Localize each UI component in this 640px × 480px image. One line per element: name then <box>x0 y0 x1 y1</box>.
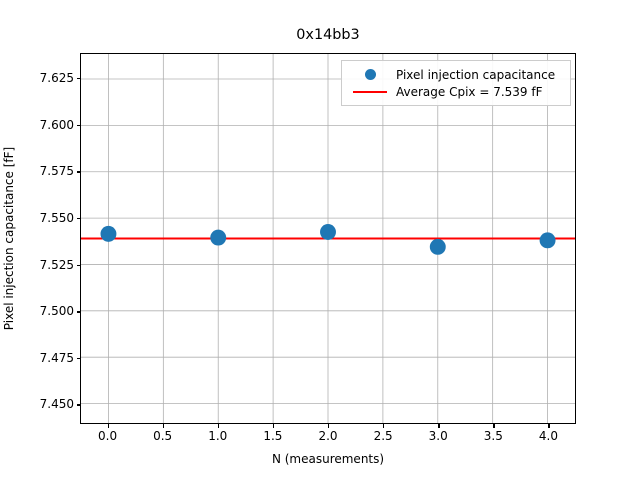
y-axis-label: Pixel injection capacitance [fF] <box>2 146 16 331</box>
x-tick-label: 2.0 <box>318 429 338 443</box>
y-tick-mark <box>76 217 80 220</box>
x-tick-label: 3.5 <box>483 429 503 443</box>
x-tick-label: 1.5 <box>263 429 283 443</box>
legend-item-series: Pixel injection capacitance <box>348 66 564 83</box>
x-tick-mark <box>217 424 220 428</box>
data-point <box>100 225 117 242</box>
y-tick-label: 7.450 <box>39 397 74 412</box>
x-tick-mark <box>438 424 440 428</box>
legend-item-average: Average Cpix = 7.539 fF <box>348 83 564 100</box>
y-tick-label: 7.625 <box>39 71 74 86</box>
data-point <box>429 238 446 255</box>
x-tick-label: 4.0 <box>538 429 558 443</box>
data-layer <box>81 224 575 255</box>
x-tick-mark <box>548 424 550 428</box>
x-tick-mark <box>107 424 109 428</box>
y-tick-mark <box>76 78 80 80</box>
data-point <box>320 224 336 240</box>
x-tick-label: 1.0 <box>208 429 228 443</box>
y-tick-mark <box>76 264 80 266</box>
x-tick-label: 3.0 <box>428 429 448 443</box>
data-point <box>210 229 227 246</box>
x-tick-label: 0.5 <box>153 429 173 443</box>
x-tick-mark <box>493 424 495 428</box>
y-tick-mark <box>76 404 80 406</box>
y-tick-label: 7.600 <box>39 117 74 132</box>
chart-legend: Pixel injection capacitance Average Cpix… <box>341 60 571 106</box>
legend-line-icon <box>348 90 392 93</box>
legend-label-series: Pixel injection capacitance <box>396 67 556 82</box>
x-tick-mark <box>328 424 330 428</box>
x-axis-label: N (measurements) <box>271 452 385 466</box>
x-tick-label: 0.0 <box>98 429 118 443</box>
legend-label-average: Average Cpix = 7.539 fF <box>396 84 543 99</box>
x-tick-mark <box>162 424 164 428</box>
y-tick-label: 7.575 <box>39 164 74 179</box>
y-tick-mark <box>76 124 80 127</box>
y-tick-label: 7.500 <box>39 304 74 319</box>
plot-area <box>80 53 576 424</box>
x-tick-label: 2.5 <box>373 429 393 443</box>
chart-title: 0x14bb3 <box>296 27 360 43</box>
y-tick-mark <box>76 357 80 360</box>
data-point <box>539 232 556 249</box>
x-tick-mark <box>272 424 275 428</box>
y-tick-mark <box>76 171 80 173</box>
y-tick-label: 7.550 <box>39 210 74 225</box>
y-tick-label: 7.475 <box>39 350 74 365</box>
x-tick-mark <box>383 424 385 428</box>
legend-marker-icon <box>348 69 392 80</box>
y-tick-mark <box>76 311 80 313</box>
y-tick-label: 7.525 <box>39 257 74 272</box>
